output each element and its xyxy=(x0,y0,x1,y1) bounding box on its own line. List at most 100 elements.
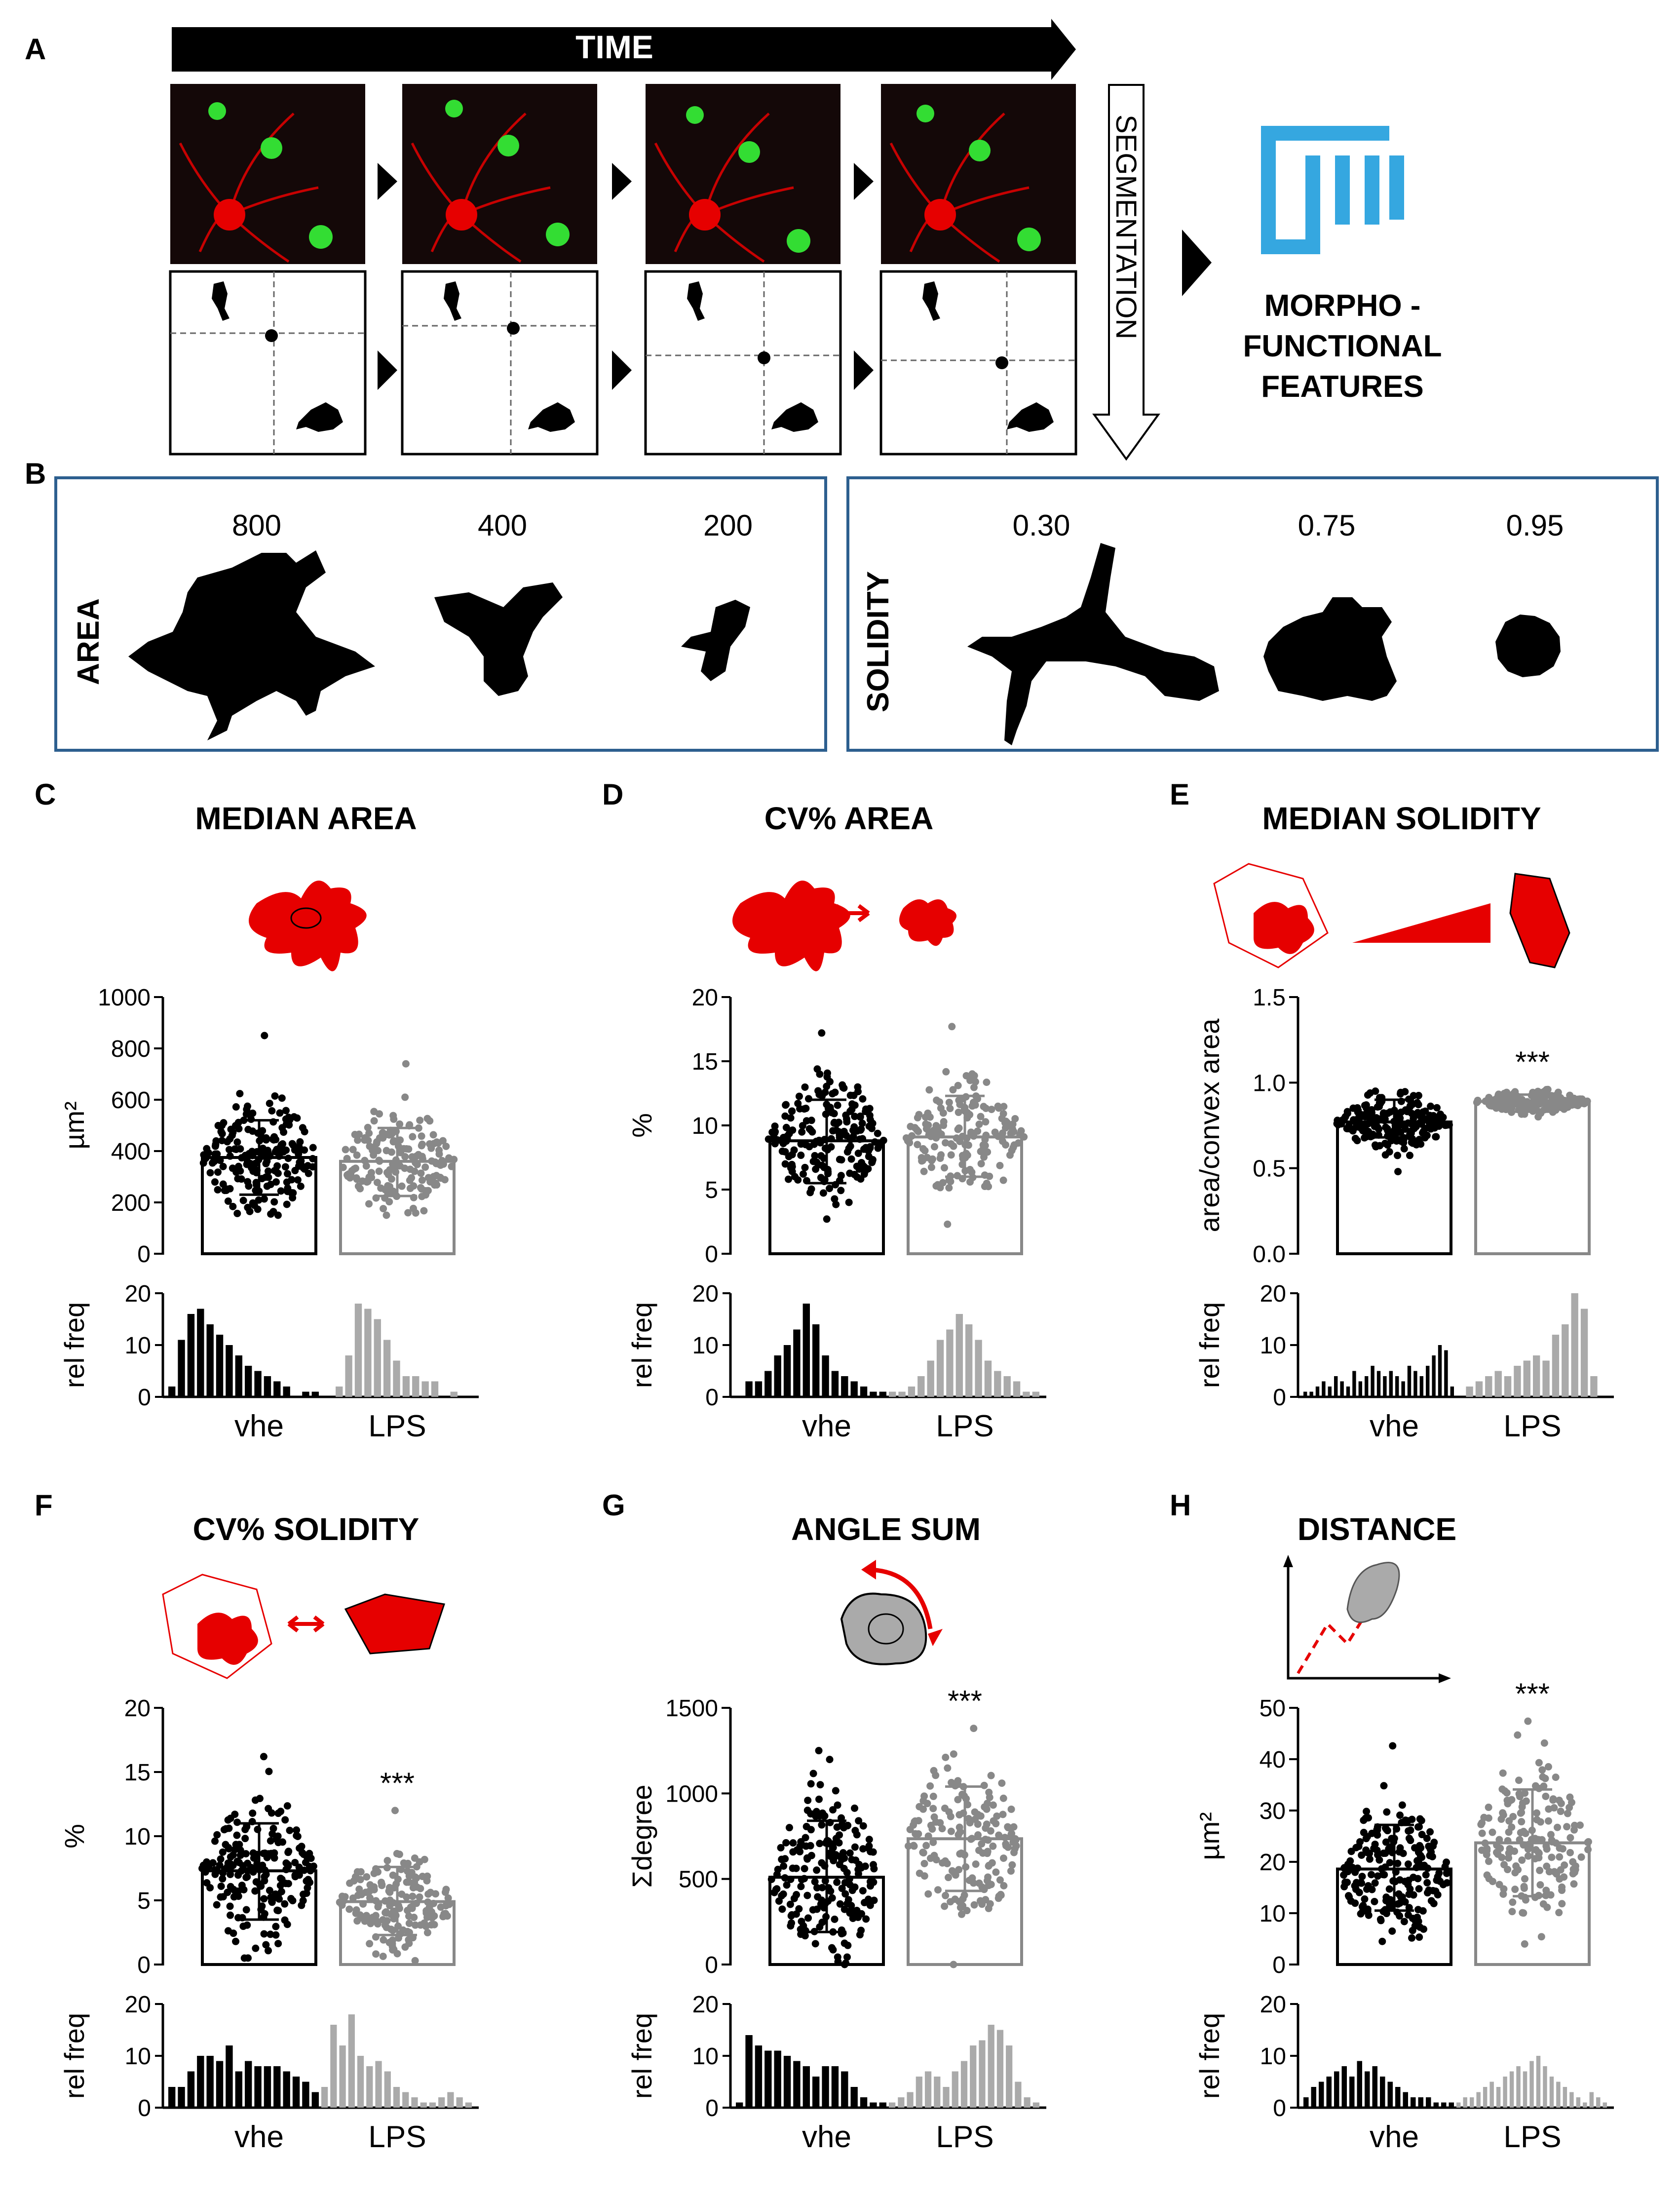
data-point xyxy=(420,1207,428,1215)
segmented-cell xyxy=(212,281,229,321)
data-point xyxy=(278,1094,286,1102)
data-point xyxy=(938,1825,946,1833)
panel-h: H DISTANCE 0 10 20 30 40 50 µm² *** 0 10 20 rel freq v… xyxy=(1170,1489,1614,2154)
data-point xyxy=(352,1909,360,1917)
hist-bar-LPS xyxy=(1003,1376,1011,1397)
data-point xyxy=(1397,1108,1405,1116)
hist-bar-vhe xyxy=(216,1335,224,1397)
data-point xyxy=(813,1905,821,1913)
data-point xyxy=(829,1127,837,1135)
hist-bar-vhe xyxy=(245,2061,252,2108)
hist-bar-LPS xyxy=(1562,1324,1569,1397)
data-point xyxy=(389,1946,397,1954)
data-point xyxy=(249,1809,257,1817)
hist-bar-LPS xyxy=(383,1340,391,1397)
data-point xyxy=(996,1161,1004,1169)
data-point xyxy=(777,1844,785,1851)
data-point xyxy=(846,1142,854,1150)
data-point xyxy=(869,1156,877,1164)
convex-hull-icon xyxy=(1213,863,1329,968)
data-point xyxy=(828,1894,836,1902)
hist-bar-vhe xyxy=(187,1314,195,1397)
data-point xyxy=(794,1100,802,1108)
data-point xyxy=(1503,1088,1511,1096)
data-point xyxy=(1415,1933,1423,1941)
data-point xyxy=(971,1815,979,1823)
data-point xyxy=(993,1812,1001,1820)
hist-bar-vhe xyxy=(802,2066,810,2108)
hist-bar-LPS xyxy=(1533,1355,1540,1397)
data-point xyxy=(967,1130,975,1138)
data-point xyxy=(785,1175,793,1183)
hist-bar-vhe xyxy=(168,1387,176,1397)
data-point xyxy=(1423,1879,1431,1887)
hist-bar-vhe xyxy=(841,2071,848,2108)
data-point xyxy=(283,1802,291,1810)
data-point xyxy=(787,1114,795,1122)
data-point xyxy=(797,1152,805,1159)
compact-cell-icon xyxy=(1509,873,1570,968)
moving-cell-icon xyxy=(1346,1562,1400,1623)
data-point xyxy=(1497,1815,1505,1823)
data-point xyxy=(811,1940,819,1948)
segmented-cell xyxy=(296,402,343,432)
data-point xyxy=(442,1912,450,1920)
data-point xyxy=(789,1839,797,1847)
data-point xyxy=(223,1187,230,1195)
hist-bar-vhe xyxy=(235,2071,242,2108)
hist-y-tick-label: 10 xyxy=(692,2043,719,2070)
data-point xyxy=(281,1816,289,1824)
data-point xyxy=(244,1102,252,1110)
data-point xyxy=(338,1892,346,1900)
data-point xyxy=(1384,1126,1392,1134)
data-point xyxy=(781,1160,789,1168)
hist-bar-LPS xyxy=(988,2025,994,2108)
data-point xyxy=(946,1105,954,1113)
hist-bar-LPS xyxy=(1023,1391,1030,1397)
data-point xyxy=(1386,1859,1394,1867)
data-point xyxy=(1383,1808,1391,1816)
data-point xyxy=(281,1900,289,1908)
hist-bar-vhe xyxy=(1413,1371,1417,1397)
data-point xyxy=(999,1811,1007,1818)
data-point xyxy=(846,1881,854,1889)
data-point xyxy=(826,1185,834,1193)
data-point xyxy=(1494,1093,1502,1101)
data-point xyxy=(217,1855,225,1863)
data-point xyxy=(949,1086,957,1094)
data-point xyxy=(1564,1810,1571,1817)
data-point xyxy=(390,1115,398,1123)
data-point xyxy=(370,1869,378,1877)
data-point xyxy=(219,1162,227,1170)
data-point xyxy=(1394,1900,1402,1908)
data-point xyxy=(862,1144,870,1152)
data-point xyxy=(274,1810,282,1817)
y-tick-label: 1.0 xyxy=(1253,1070,1286,1096)
data-point xyxy=(915,1111,923,1118)
data-point xyxy=(233,1818,241,1826)
hist-bar-vhe xyxy=(1341,2066,1347,2108)
data-point xyxy=(1569,1865,1577,1873)
data-point xyxy=(970,1725,978,1733)
data-point xyxy=(1367,1133,1375,1141)
data-point xyxy=(423,1115,431,1122)
data-point xyxy=(974,1831,982,1839)
data-point xyxy=(958,1910,966,1918)
data-point xyxy=(272,1167,280,1175)
data-point xyxy=(1563,1823,1571,1831)
panel-b: B AREA SOLIDITY 800 400 200 0.30 0.75 0.… xyxy=(25,457,1659,752)
data-point xyxy=(939,1109,947,1117)
data-point xyxy=(1549,1795,1557,1803)
data-point xyxy=(232,1937,240,1945)
data-point xyxy=(848,1887,856,1894)
y-axis-label: % xyxy=(626,1113,657,1138)
data-point xyxy=(1422,1871,1430,1879)
hist-bar-LPS xyxy=(1015,2081,1022,2108)
hist-bar-LPS xyxy=(1485,1376,1492,1397)
data-point xyxy=(1519,1909,1527,1917)
data-point xyxy=(288,1176,296,1184)
data-point xyxy=(835,1839,843,1847)
data-point xyxy=(1496,1845,1504,1852)
data-point xyxy=(933,1096,941,1104)
data-point xyxy=(260,1753,267,1761)
